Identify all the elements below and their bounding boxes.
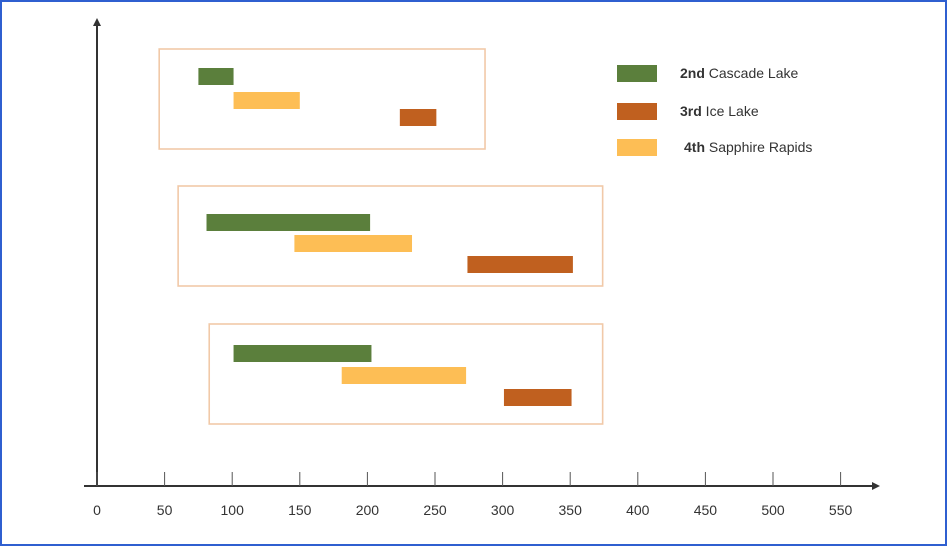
y-axis-arrow xyxy=(93,18,101,26)
x-tick-label: 450 xyxy=(694,502,718,518)
x-tick-label: 500 xyxy=(761,502,785,518)
legend-label-ice: 3rd Ice Lake xyxy=(680,103,759,119)
bar-cascade xyxy=(206,214,371,231)
x-tick-label: 0 xyxy=(93,502,101,518)
x-tick-label: 50 xyxy=(157,502,173,518)
bar-sapphire xyxy=(233,92,300,109)
x-axis-arrow xyxy=(872,482,880,490)
bar-cascade xyxy=(198,68,234,85)
legend-swatch-sapphire xyxy=(617,139,657,156)
x-tick-label: 200 xyxy=(356,502,380,518)
legend: 2nd Cascade Lake 3rd Ice Lake 4th Sapphire… xyxy=(617,65,812,156)
legend-swatch-ice xyxy=(617,103,657,120)
x-tick-label: 300 xyxy=(491,502,515,518)
legend-label-sapphire: 4th Sapphire Rapids xyxy=(684,139,812,155)
bar-ice xyxy=(503,389,572,406)
legend-swatch-cascade xyxy=(617,65,657,82)
bar-cascade xyxy=(233,345,372,362)
bar-sapphire xyxy=(341,367,467,384)
bar-ice xyxy=(399,109,437,126)
x-tick-label: 150 xyxy=(288,502,312,518)
x-tick-label: 400 xyxy=(626,502,650,518)
group-box xyxy=(158,48,486,150)
bar-sapphire xyxy=(294,235,413,252)
x-tick-label: 550 xyxy=(829,502,853,518)
x-ticks: 0 50 100 150 200 250 300 350 400 450 500 550 xyxy=(93,472,852,518)
x-tick-label: 350 xyxy=(559,502,583,518)
x-tick-label: 100 xyxy=(221,502,245,518)
legend-label-cascade: 2nd Cascade Lake xyxy=(680,65,798,81)
bars-layer xyxy=(198,68,573,406)
bar-ice xyxy=(467,256,573,273)
axes-layer xyxy=(84,18,880,490)
x-tick-label: 250 xyxy=(423,502,447,518)
